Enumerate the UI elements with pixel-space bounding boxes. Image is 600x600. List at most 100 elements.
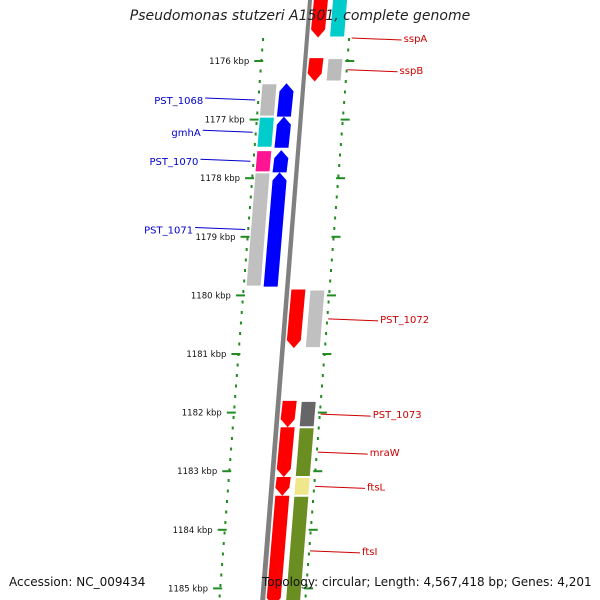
ruler-dot: [307, 563, 310, 566]
cog-block-sspB[interactable]: [326, 59, 343, 81]
gene-arrow-ftsL[interactable]: [275, 477, 291, 496]
ruler-dot: [225, 510, 228, 514]
gene-label-PST_1072[interactable]: PST_1072: [380, 315, 429, 326]
ruler-dot: [221, 563, 224, 566]
gene-arrow-PST_1071[interactable]: [263, 172, 287, 287]
cog-block-ftsL[interactable]: [294, 478, 310, 495]
ruler-dot: [246, 237, 249, 241]
gene-label-sspB[interactable]: sspB: [400, 66, 424, 77]
gene-arrow-PST_1068[interactable]: [276, 83, 294, 117]
ruler-dot: [235, 374, 238, 377]
cog-block-PST_1072[interactable]: [305, 290, 325, 348]
label-leader-PST_1073: [320, 413, 371, 417]
ruler-tick: [240, 235, 250, 238]
cog-block-PST_1073[interactable]: [299, 401, 316, 427]
ruler-dot: [230, 437, 233, 440]
ruler-dot: [233, 405, 236, 409]
ruler-dot: [223, 531, 226, 535]
cog-block-PST_1068[interactable]: [259, 84, 277, 116]
ruler-dot: [239, 321, 242, 325]
accession-label: Accession: NC_009434: [9, 575, 146, 589]
genome-stats: Topology: circular; Length: 4,567,418 bp…: [262, 575, 592, 589]
ruler-dot: [251, 174, 254, 178]
ruler-dot: [219, 584, 222, 587]
ruler-dot: [330, 269, 333, 272]
gene-label-mraW[interactable]: mraW: [370, 448, 400, 459]
gene-arrow-PST_1072[interactable]: [286, 289, 306, 349]
gene-arrow-PST_1073[interactable]: [280, 400, 297, 428]
label-leader-PST_1070: [200, 158, 251, 162]
cog-block-PST_1071[interactable]: [246, 173, 270, 286]
ruler-dot: [316, 447, 319, 451]
gene-label-ftsL[interactable]: ftsL: [367, 482, 385, 493]
gene-arrow-gmhA[interactable]: [274, 116, 291, 148]
ruler-dot: [253, 153, 256, 157]
ruler-tick: [326, 294, 336, 297]
cog-block-PST_1070[interactable]: [255, 151, 272, 172]
ruler-dot: [234, 395, 237, 398]
gene-label-sspA[interactable]: sspA: [404, 34, 428, 45]
cog-block-mraW[interactable]: [295, 428, 314, 477]
cog-block-sspA[interactable]: [330, 0, 348, 37]
ruler-dot: [262, 38, 265, 41]
gene-label-PST_1073[interactable]: PST_1073: [373, 410, 422, 421]
ruler-dot: [248, 206, 251, 209]
ruler-dot: [322, 363, 325, 367]
ruler-tick: [235, 294, 245, 297]
ruler-dot: [242, 290, 245, 293]
ruler-dot: [343, 101, 346, 104]
gene-arrow-mraW[interactable]: [276, 427, 295, 478]
ruler-dot: [344, 80, 347, 83]
ruler-tick-label: 1178 kbp: [200, 174, 240, 184]
ruler-dot: [252, 164, 255, 167]
gene-arrow-PST_1070[interactable]: [272, 150, 289, 173]
label-leader-PST_1068: [205, 97, 256, 101]
ruler-tick: [322, 353, 332, 355]
ruler-dot: [236, 363, 239, 367]
ruler-dot: [339, 153, 342, 157]
ruler-tick-label: 1181 kbp: [186, 350, 226, 360]
label-leader-sspB: [347, 69, 398, 73]
gene-arrow-ftsI[interactable]: [266, 495, 290, 600]
gene-label-PST_1068[interactable]: PST_1068: [154, 96, 203, 107]
ruler-dot: [312, 489, 315, 493]
ruler-tick: [304, 587, 314, 590]
ruler-dot: [314, 468, 317, 472]
ruler-dot: [324, 342, 327, 346]
gene-label-gmhA[interactable]: gmhA: [171, 128, 200, 139]
ruler-dot: [317, 426, 320, 430]
genome-backbone: [260, 0, 312, 600]
ruler-tick: [331, 235, 341, 238]
ruler-dot: [257, 90, 260, 94]
ruler-dot: [257, 101, 260, 104]
ruler-dot: [319, 405, 322, 409]
gene-count: 4,201: [557, 575, 592, 589]
ruler-tick: [308, 528, 318, 531]
ruler-dot: [337, 174, 340, 178]
ruler-dot: [325, 321, 328, 325]
ruler-dot: [249, 195, 252, 199]
cog-block-ftsI[interactable]: [286, 496, 309, 600]
label-leader-gmhA: [202, 129, 253, 133]
gene-label-PST_1070[interactable]: PST_1070: [149, 157, 198, 168]
label-leader-PST_1072: [328, 318, 379, 322]
topology-text: Topology: circular; Length:: [262, 575, 424, 589]
gene-label-ftsI[interactable]: ftsI: [362, 547, 377, 558]
label-leader-mraW: [317, 451, 368, 455]
ruler-dot: [338, 164, 341, 167]
ruler-dot: [230, 447, 233, 451]
ruler-dot: [258, 80, 261, 83]
ruler-dot: [334, 216, 337, 220]
ruler-dot: [321, 384, 324, 388]
ruler-dot: [239, 332, 242, 335]
genome-length: 4,567,418 bp: [423, 575, 504, 589]
ruler-dot: [326, 311, 329, 314]
ruler-dot: [313, 479, 316, 482]
gene-label-PST_1071[interactable]: PST_1071: [144, 225, 193, 236]
ruler-dot: [329, 279, 332, 283]
gene-arrow-sspA[interactable]: [311, 0, 328, 38]
label-leader-ftsI: [310, 550, 361, 554]
ruler-dot: [247, 227, 250, 230]
gene-arrow-sspB[interactable]: [307, 58, 324, 82]
cog-block-gmhA[interactable]: [257, 117, 274, 147]
